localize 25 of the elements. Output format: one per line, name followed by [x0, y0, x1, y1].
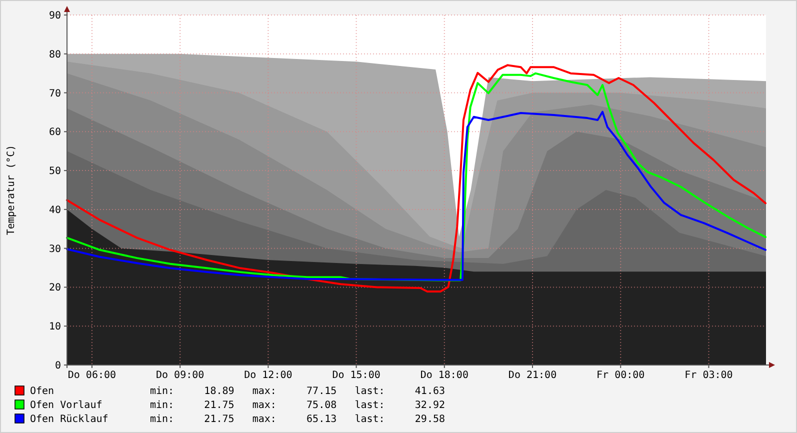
- x-tick-label: Do 18:00: [420, 370, 468, 381]
- legend-label: Ofen Vorlauf: [30, 400, 102, 411]
- text: min: 18.89 max: 77.15 last: 41.63: [150, 386, 446, 397]
- x-tick-label: Do 06:00: [68, 370, 116, 381]
- y-tick-label: 30: [48, 244, 61, 255]
- y-tick-label: 80: [48, 49, 61, 60]
- legend-label: Ofen: [30, 386, 54, 397]
- x-tick-label: Fr 00:00: [596, 370, 645, 381]
- y-tick-label: 60: [48, 127, 61, 138]
- y-tick-label: 50: [48, 166, 61, 178]
- x-tick-label: Do 12:00: [244, 370, 292, 381]
- y-tick-label: 0: [54, 360, 61, 372]
- y-axis-title: Temperatur (°C): [6, 144, 17, 236]
- y-tick-label: 20: [48, 282, 61, 294]
- x-tick-label: Do 15:00: [332, 370, 380, 381]
- y-tick-label: 10: [48, 322, 61, 333]
- x-tick-label: Do 09:00: [156, 370, 204, 381]
- legend-label: Ofen Rücklauf: [30, 414, 108, 425]
- text: min: 21.75 max: 75.08 last: 32.92: [150, 400, 446, 411]
- x-tick-label: Do 21:00: [508, 370, 557, 381]
- x-tick-label: Fr 03:00: [684, 370, 733, 381]
- text: min: 21.75 max: 65.13 last: 29.58: [150, 414, 446, 425]
- y-tick-label: 40: [48, 204, 61, 216]
- y-tick-label: 70: [48, 88, 61, 100]
- y-tick-label: 90: [48, 10, 61, 22]
